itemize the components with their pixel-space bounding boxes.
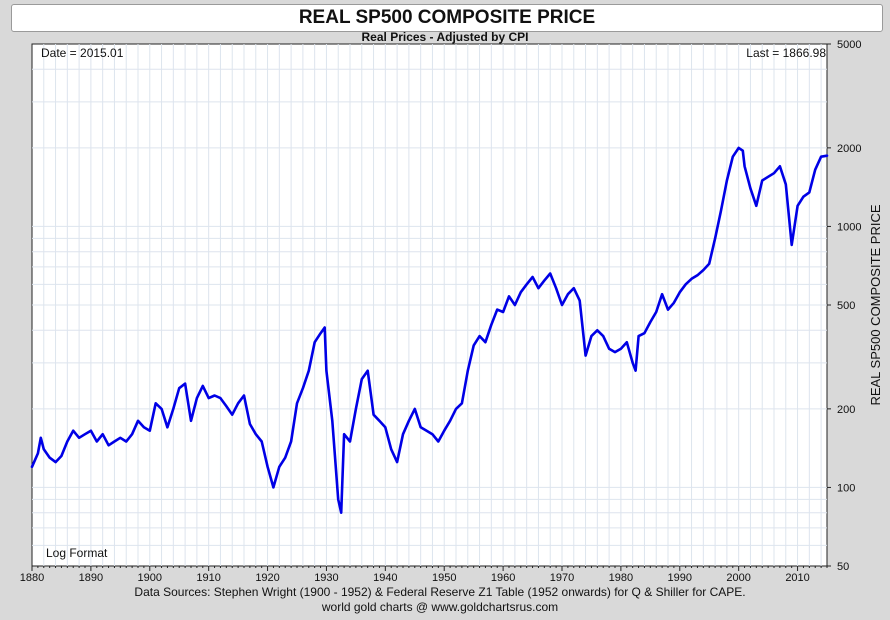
y-axis-label: REAL SP500 COMPOSITE PRICE — [868, 204, 883, 405]
x-tick-label: 1940 — [373, 572, 397, 584]
y-tick-label: 5000 — [837, 39, 861, 51]
y-tick-label: 100 — [837, 482, 855, 494]
x-tick-label: 1890 — [79, 572, 103, 584]
x-tick-label: 2010 — [785, 572, 809, 584]
grid-lines — [32, 44, 827, 566]
chart-title: REAL SP500 COMPOSITE PRICE — [11, 4, 883, 32]
x-tick-label: 1900 — [138, 572, 162, 584]
y-tick-label: 200 — [837, 404, 855, 416]
x-tick-label: 1950 — [432, 572, 456, 584]
log-format-label: Log Format — [46, 546, 108, 560]
credit-note: world gold charts @ www.goldchartsrus.co… — [321, 600, 559, 614]
y-tick-label: 500 — [837, 300, 855, 312]
x-tick-label: 1880 — [20, 572, 44, 584]
x-tick-label: 1920 — [255, 572, 279, 584]
x-tick-label: 1960 — [491, 572, 515, 584]
x-tick-label: 1930 — [314, 572, 338, 584]
chart-subtitle: Real Prices - Adjusted by CPI — [361, 30, 529, 44]
last-value-readout: Last = 1866.98 — [746, 46, 826, 60]
y-tick-label: 1000 — [837, 221, 861, 233]
x-tick-label: 1980 — [609, 572, 633, 584]
data-sources-note: Data Sources: Stephen Wright (1900 - 195… — [134, 585, 746, 599]
x-tick-label: 1990 — [668, 572, 692, 584]
series-layer — [30, 146, 829, 515]
y-tick-label: 2000 — [837, 143, 861, 155]
x-tick-label: 1910 — [196, 572, 220, 584]
x-axis: 1880 1890 1900 1910 1920 1930 1940 1950 1960 1970… — [20, 566, 828, 584]
x-tick-label: 1970 — [550, 572, 574, 584]
series-line — [30, 146, 829, 515]
y-axis: 5000 2000 1000 500 200 100 50 — [827, 39, 861, 573]
date-readout: Date = 2015.01 — [41, 46, 124, 60]
x-tick-label: 2000 — [726, 572, 750, 584]
y-tick-label: 50 — [837, 561, 849, 573]
